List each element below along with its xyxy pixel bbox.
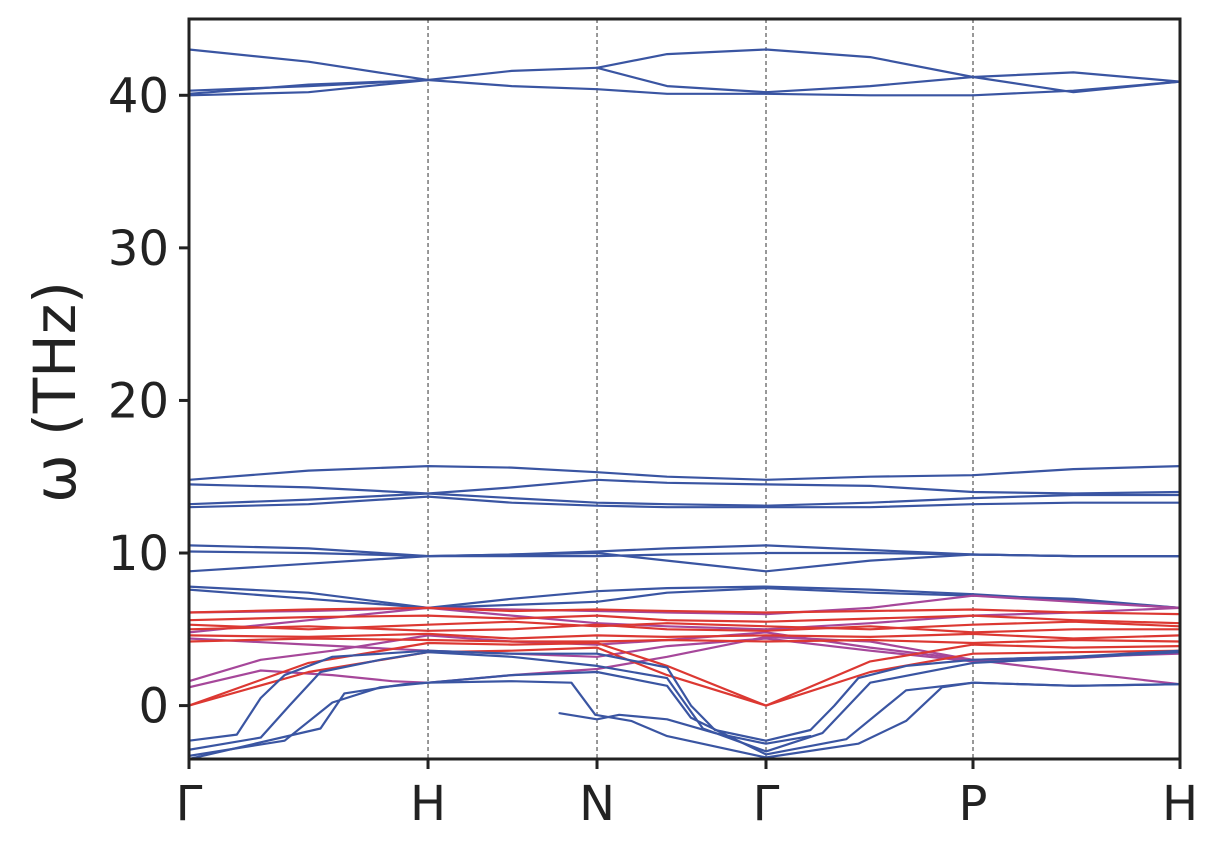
band-line-26 <box>189 606 1180 634</box>
band-line-12 <box>764 92 975 97</box>
band-line-38 <box>189 649 1180 742</box>
band-line-13 <box>971 71 1180 83</box>
band-line-33 <box>189 623 1180 634</box>
band-line-31 <box>189 614 1180 625</box>
band-line-24 <box>189 587 1180 609</box>
band-line-3 <box>189 78 430 95</box>
band-line-1 <box>189 48 430 82</box>
y-tick-label: 20 <box>108 373 169 429</box>
y-tick-label: 0 <box>138 679 169 735</box>
y-axis: 0 10 20 30 40 <box>108 68 189 735</box>
band-line-4 <box>189 78 430 97</box>
band-line-19 <box>189 495 1180 509</box>
x-tick-label: H <box>1162 776 1198 832</box>
band-line-9 <box>595 88 768 95</box>
band-line-16 <box>189 465 1180 481</box>
y-tick-label: 30 <box>108 221 169 277</box>
band-line-7 <box>595 48 768 69</box>
band-line-34 <box>189 632 1180 640</box>
y-tick-label: 10 <box>108 526 169 582</box>
band-line-42 <box>558 712 812 745</box>
band-line-11 <box>764 75 975 94</box>
band-line-5 <box>426 66 599 82</box>
band-line-17 <box>189 478 1180 495</box>
band-line-41 <box>189 680 1180 759</box>
x-tick-label: P <box>959 776 988 832</box>
gridlines <box>427 19 974 759</box>
y-tick-label: 40 <box>108 68 169 124</box>
band-line-22 <box>189 551 1180 573</box>
band-line-18 <box>189 492 1180 507</box>
band-lines <box>189 48 1180 759</box>
band-line-8 <box>595 66 768 94</box>
band-line-30 <box>189 606 1180 616</box>
band-line-15 <box>971 80 1180 97</box>
band-line-6 <box>426 78 599 91</box>
x-tick-label: H <box>410 776 446 832</box>
y-axis-label: ω (THz) <box>21 281 89 503</box>
band-line-32 <box>189 620 1180 631</box>
band-line-37 <box>189 641 1180 707</box>
plot-frame <box>187 17 1182 761</box>
band-line-10 <box>764 48 975 79</box>
band-line-39 <box>189 651 1180 753</box>
x-tick-label: Γ <box>176 776 203 832</box>
x-tick-label: Γ <box>753 776 780 832</box>
x-tick-label: N <box>579 776 615 832</box>
band-line-35 <box>189 637 1180 645</box>
